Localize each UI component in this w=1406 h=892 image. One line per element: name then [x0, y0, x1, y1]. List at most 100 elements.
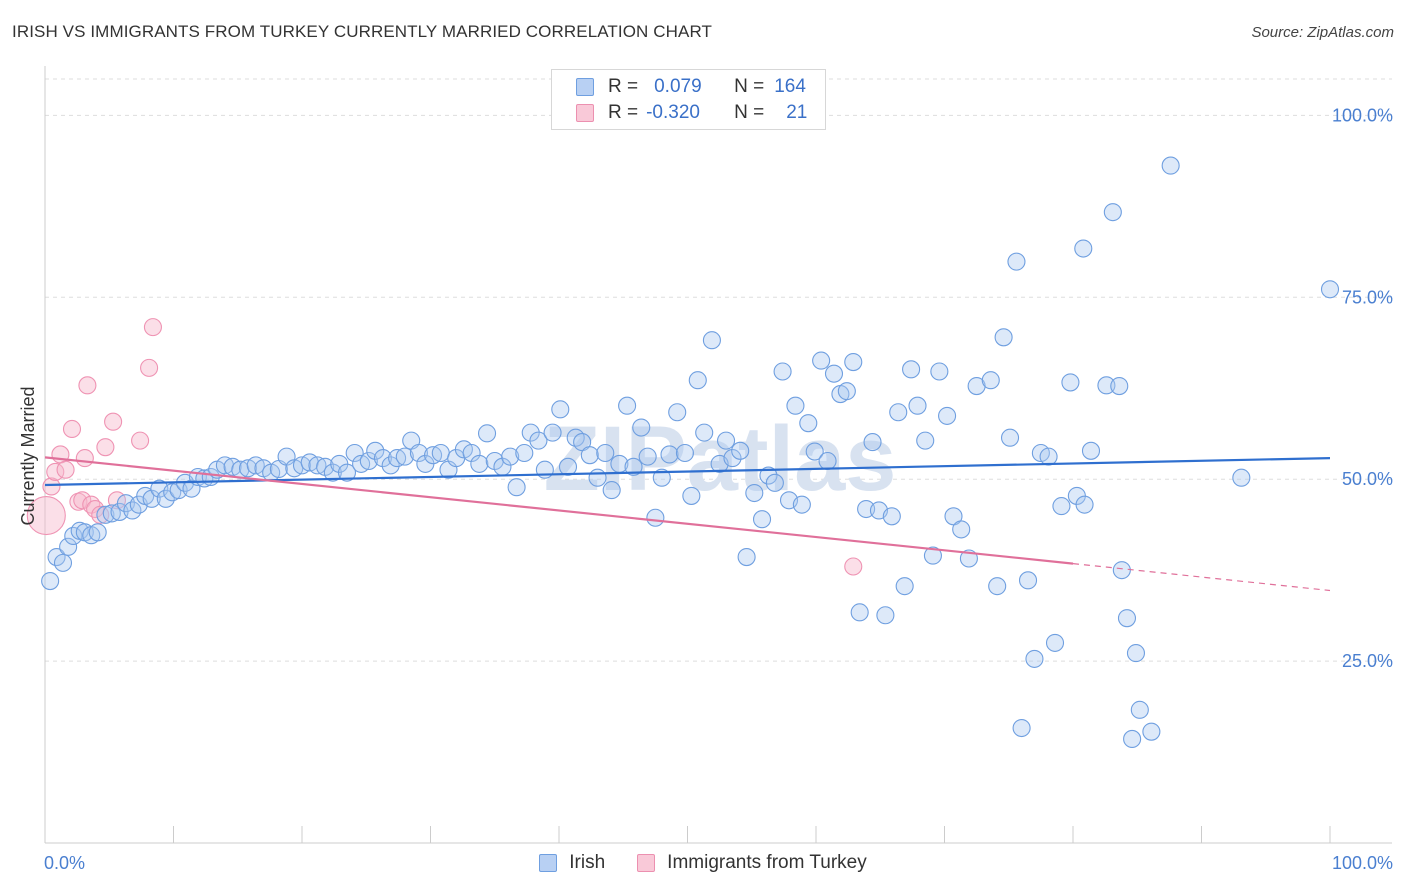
- x-tick-label-max: 100.0%: [1332, 853, 1393, 873]
- irish-point: [923, 546, 942, 565]
- irish-point: [1000, 428, 1020, 447]
- irish-point: [786, 396, 805, 415]
- irish-point: [366, 441, 385, 460]
- irish-point: [632, 418, 651, 437]
- irish-legend-label: Irish: [569, 852, 606, 873]
- irish-point: [409, 443, 428, 463]
- irish-point: [908, 396, 927, 415]
- irish-point: [652, 468, 671, 487]
- irish-point: [773, 362, 792, 381]
- irish-point: [930, 362, 949, 381]
- irish-point: [1045, 633, 1065, 652]
- irish-point: [844, 352, 863, 372]
- irish-point: [543, 423, 562, 442]
- irish-point: [182, 479, 201, 498]
- irish-point: [1074, 239, 1093, 258]
- irish-point: [988, 577, 1007, 596]
- irish-point: [102, 504, 121, 523]
- legend-r-value-turkey: -0.320: [646, 102, 700, 123]
- irish-point: [737, 547, 756, 567]
- irish-point: [1061, 373, 1080, 392]
- turkey-point: [75, 449, 94, 468]
- turkey-point: [96, 438, 115, 457]
- irish-point: [381, 456, 400, 475]
- legend-item-irish[interactable]: Irish: [539, 852, 605, 874]
- turkey-point: [131, 431, 150, 450]
- irish-point: [646, 508, 665, 527]
- turkey-legend-swatch: [637, 854, 656, 872]
- irish-point: [88, 523, 107, 542]
- irish-point: [994, 328, 1013, 347]
- irish-point: [388, 449, 407, 468]
- irish-point: [675, 443, 694, 463]
- irish-point: [837, 382, 856, 401]
- irish-point: [805, 442, 824, 461]
- irish-point: [1018, 571, 1038, 590]
- irish-point: [624, 457, 643, 476]
- irish-point: [515, 443, 534, 463]
- legend-n-value-irish: 164: [774, 76, 806, 97]
- legend-r-label: R =: [608, 76, 639, 97]
- irish-point: [1081, 441, 1101, 460]
- irish-point: [1025, 649, 1044, 668]
- irish-point: [716, 431, 736, 450]
- irish-point: [41, 572, 60, 591]
- irish-point: [1130, 700, 1149, 719]
- irish-point: [876, 606, 895, 625]
- irish-point: [1103, 203, 1122, 222]
- watermark: ZIPatlas: [544, 408, 897, 510]
- irish-point: [529, 431, 548, 450]
- irish-point: [373, 449, 393, 468]
- irish-point: [812, 351, 831, 370]
- irish-point: [895, 577, 914, 596]
- irish-swatch: [576, 78, 594, 96]
- y-axis-label: Currently Married: [18, 386, 38, 525]
- irish-point: [1232, 468, 1251, 487]
- irish-point: [1123, 729, 1142, 749]
- irish-point: [638, 447, 657, 466]
- irish-point: [723, 449, 742, 468]
- irish-point: [1039, 447, 1058, 466]
- source-credit: Source: ZipAtlas.com: [1251, 24, 1394, 41]
- irish-point: [431, 443, 450, 463]
- chart-title: IRISH VS IMMIGRANTS FROM TURKEY CURRENTL…: [12, 22, 712, 41]
- irish-point: [142, 489, 161, 508]
- tick-label-layer: 25.0% 50.0% 75.0% 100.0% 0.0% 100.0%: [44, 105, 1393, 873]
- irish-point: [863, 433, 882, 452]
- irish-point: [702, 331, 721, 350]
- irish-legend-swatch: [539, 854, 558, 872]
- grid-layer: [45, 78, 1392, 662]
- y-tick-label: 25.0%: [1342, 651, 1393, 671]
- turkey-point: [62, 419, 82, 439]
- irish-point: [1075, 495, 1094, 514]
- legend-n-label: N =: [734, 102, 765, 123]
- irish-points: [41, 156, 1340, 749]
- trend-layer: [44, 456, 1331, 592]
- turkey-trend-line: [44, 456, 1074, 565]
- legend-row-irish: R = 0.079 N = 164: [576, 75, 806, 99]
- y-tick-label: 50.0%: [1342, 469, 1393, 489]
- turkey-point: [91, 505, 110, 524]
- series-legend: Irish Immigrants from Turkey: [0, 852, 1406, 874]
- turkey-trend-extension: [1072, 562, 1331, 592]
- irish-point: [1052, 497, 1071, 516]
- irish-point: [1320, 280, 1340, 299]
- irish-point: [938, 406, 957, 425]
- turkey-point: [844, 557, 863, 576]
- irish-point: [580, 446, 599, 465]
- x-tick-label-min: 0.0%: [44, 853, 85, 873]
- turkey-point: [86, 499, 105, 519]
- irish-point: [745, 483, 764, 503]
- turkey-point: [78, 376, 97, 395]
- irish-point: [1012, 718, 1031, 738]
- turkey-point: [143, 318, 162, 337]
- irish-point: [588, 468, 607, 487]
- irish-point: [688, 371, 707, 390]
- irish-point: [53, 553, 73, 572]
- irish-point: [850, 603, 869, 622]
- irish-point: [981, 371, 1000, 390]
- irish-point: [618, 396, 637, 415]
- irish-point: [1007, 252, 1026, 271]
- legend-item-turkey[interactable]: Immigrants from Turkey: [637, 852, 867, 874]
- irish-point: [1161, 156, 1180, 175]
